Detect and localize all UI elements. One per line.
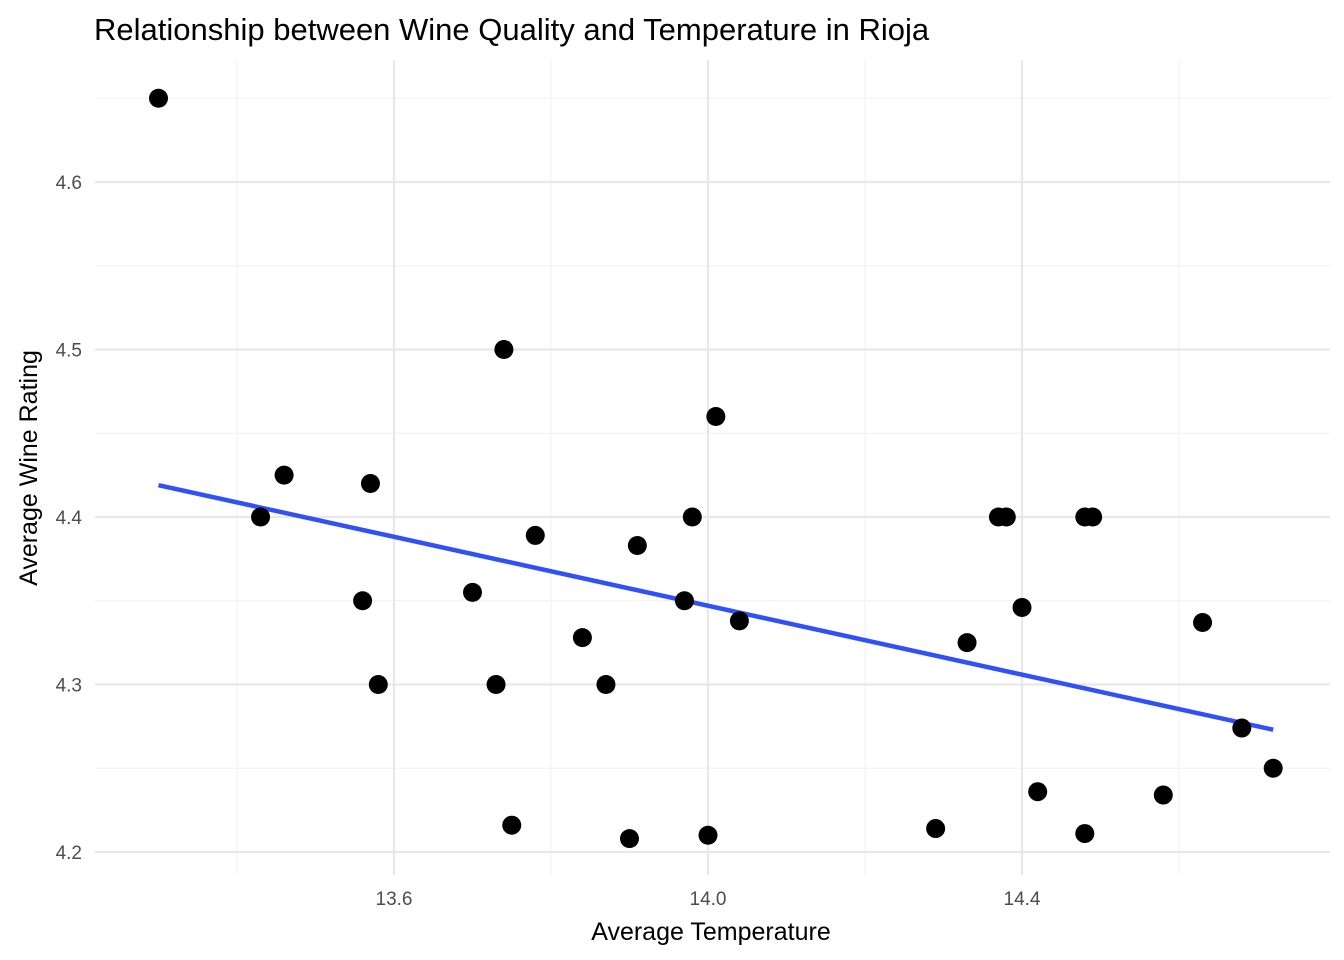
data-point bbox=[251, 507, 271, 527]
data-point bbox=[1153, 785, 1173, 805]
data-point bbox=[682, 507, 702, 527]
y-tick-label: 4.4 bbox=[56, 508, 83, 529]
data-point bbox=[1263, 758, 1283, 778]
data-point bbox=[353, 591, 373, 611]
y-axis-title: Average Wine Rating bbox=[15, 350, 43, 586]
data-point bbox=[926, 819, 946, 839]
data-point bbox=[525, 525, 545, 545]
data-point bbox=[698, 825, 718, 845]
data-point bbox=[1012, 597, 1032, 617]
data-point bbox=[360, 474, 380, 493]
x-axis-title: Average Temperature bbox=[591, 918, 831, 946]
data-point bbox=[1028, 782, 1048, 802]
x-tick-label: 14.0 bbox=[690, 889, 727, 910]
data-point bbox=[1075, 824, 1095, 844]
data-point bbox=[368, 675, 388, 694]
data-point bbox=[729, 611, 749, 631]
trend-line bbox=[158, 482, 1274, 732]
data-point bbox=[463, 582, 482, 602]
data-point bbox=[627, 535, 647, 555]
data-point bbox=[620, 829, 639, 849]
data-point bbox=[1083, 507, 1103, 527]
data-point bbox=[674, 591, 694, 611]
data-point bbox=[572, 628, 592, 648]
x-tick-label: 13.6 bbox=[376, 889, 413, 910]
data-point bbox=[1232, 718, 1252, 738]
data-point bbox=[274, 465, 294, 485]
y-tick-label: 4.6 bbox=[56, 173, 82, 194]
data-point bbox=[706, 407, 726, 426]
data-point bbox=[486, 675, 506, 694]
y-tick-label: 4.2 bbox=[56, 843, 82, 864]
x-axis-ticks: 13.6 14.0 14.4 bbox=[376, 889, 1041, 910]
chart-title: Relationship between Wine Quality and Te… bbox=[94, 12, 930, 47]
data-point bbox=[1193, 613, 1213, 633]
data-point bbox=[957, 633, 977, 653]
y-tick-label: 4.3 bbox=[56, 676, 82, 697]
x-tick-label: 14.4 bbox=[1004, 889, 1041, 910]
data-point bbox=[494, 340, 514, 359]
data-point bbox=[596, 675, 616, 694]
data-point bbox=[149, 88, 168, 108]
y-tick-label: 4.5 bbox=[56, 341, 82, 362]
data-point bbox=[502, 815, 522, 835]
data-point bbox=[996, 507, 1016, 527]
y-axis-ticks: 4.2 4.3 4.4 4.5 4.6 bbox=[56, 173, 83, 864]
data-points bbox=[149, 88, 1283, 849]
